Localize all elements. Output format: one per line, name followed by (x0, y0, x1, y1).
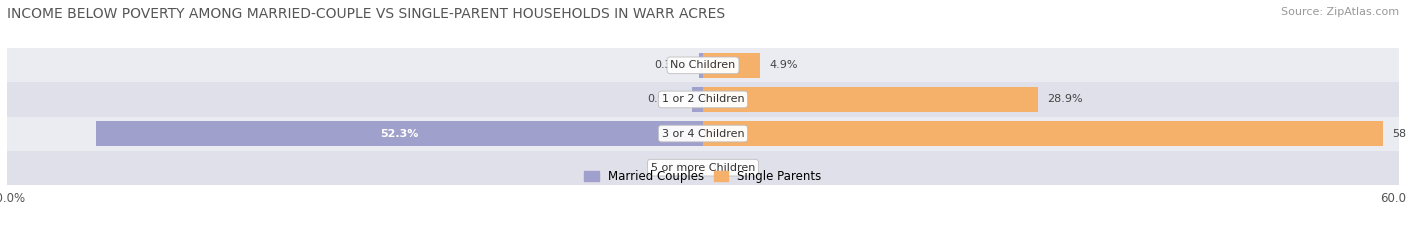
Bar (7, 48, 1399, 82)
Text: 58.6%: 58.6% (1392, 129, 1406, 139)
Text: 52.3%: 52.3% (381, 129, 419, 139)
Bar (7, 151, 1399, 185)
Text: 5 or more Children: 5 or more Children (651, 163, 755, 173)
Text: No Children: No Children (671, 60, 735, 70)
Bar (7, 82, 1399, 116)
Text: 0.37%: 0.37% (654, 60, 689, 70)
Text: 1 or 2 Children: 1 or 2 Children (662, 94, 744, 104)
Text: 0.93%: 0.93% (648, 94, 683, 104)
Bar (97, 121, 703, 146)
Text: 4.9%: 4.9% (769, 60, 797, 70)
Text: 3 or 4 Children: 3 or 4 Children (662, 129, 744, 139)
Bar (703, 87, 1038, 112)
Bar (703, 121, 1382, 146)
Text: 0.0%: 0.0% (713, 163, 741, 173)
Text: Source: ZipAtlas.com: Source: ZipAtlas.com (1281, 7, 1399, 17)
Bar (7, 116, 1399, 151)
Bar (692, 87, 703, 112)
Legend: Married Couples, Single Parents: Married Couples, Single Parents (585, 170, 821, 183)
Text: 28.9%: 28.9% (1047, 94, 1083, 104)
Bar (699, 53, 703, 78)
Text: INCOME BELOW POVERTY AMONG MARRIED-COUPLE VS SINGLE-PARENT HOUSEHOLDS IN WARR AC: INCOME BELOW POVERTY AMONG MARRIED-COUPL… (7, 7, 725, 21)
Text: 0.0%: 0.0% (665, 163, 693, 173)
Bar (703, 53, 759, 78)
